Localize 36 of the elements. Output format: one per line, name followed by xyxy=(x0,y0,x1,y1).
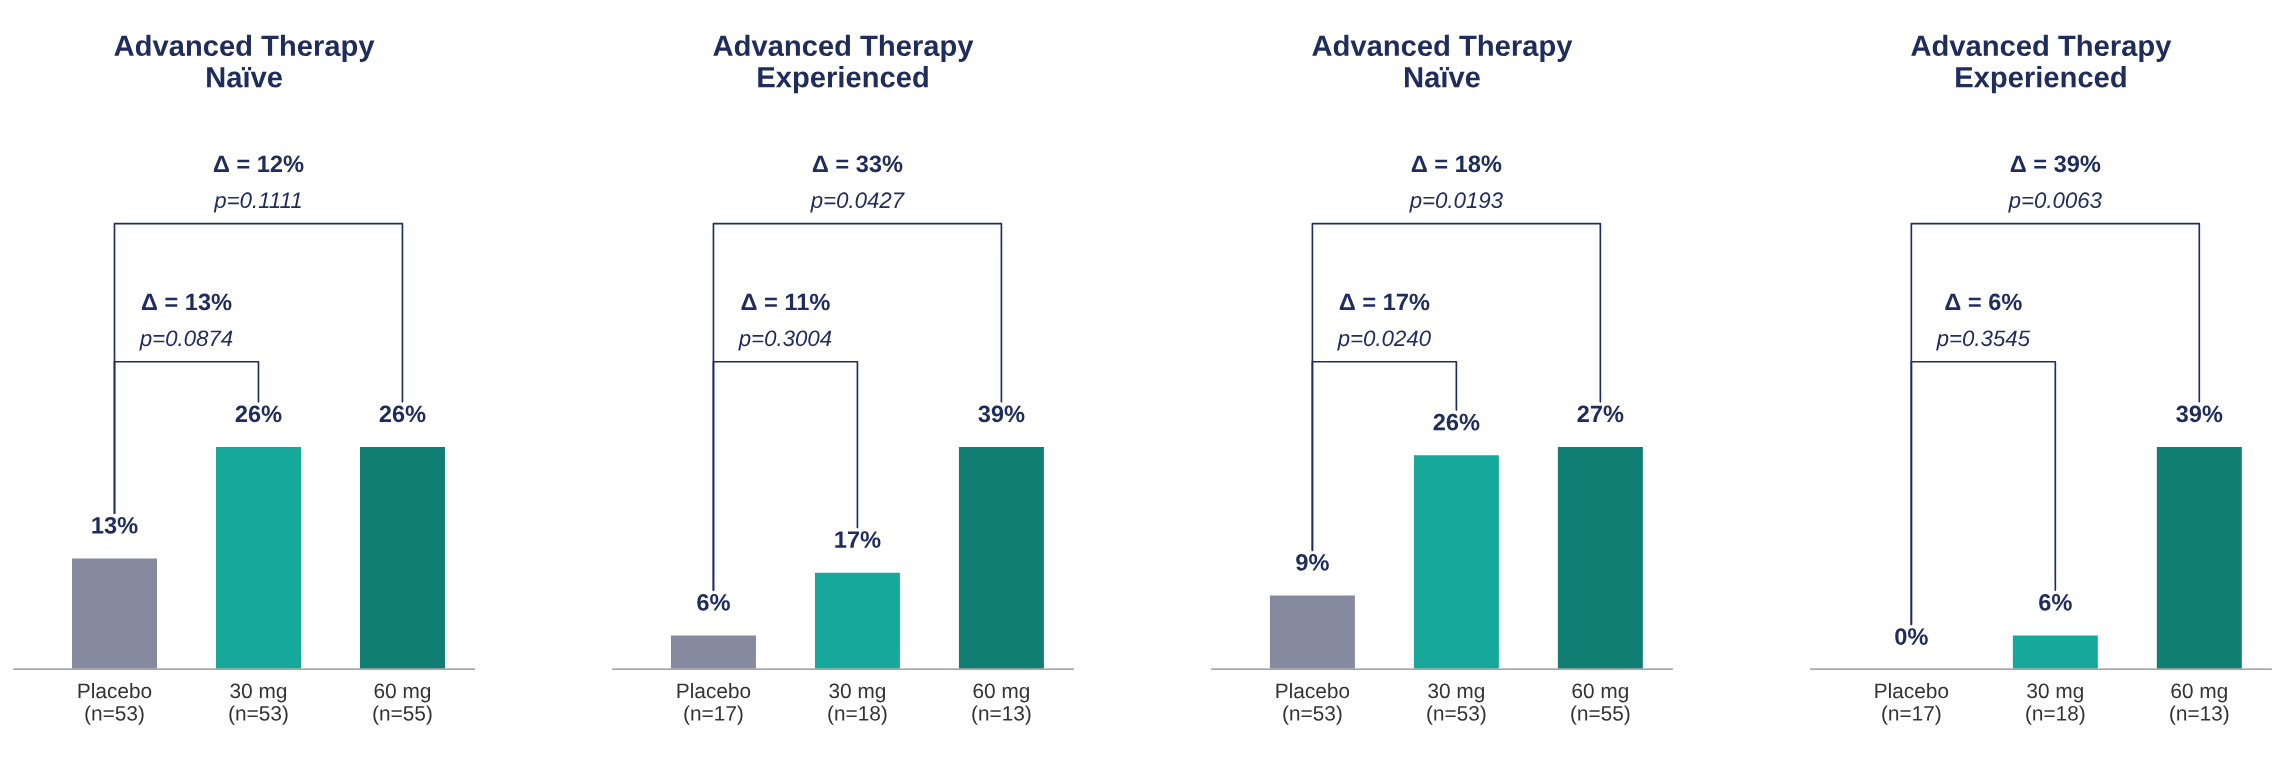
data-label: 13% xyxy=(92,516,138,534)
data-label: 9% xyxy=(1296,554,1329,571)
x-tick-label: 60 mg (n=13) xyxy=(972,683,1031,725)
chart-title: Advanced Therapy Experienced xyxy=(1911,34,2172,94)
data-label: 27% xyxy=(1577,405,1624,423)
data-label: 39% xyxy=(2176,405,2223,423)
data-label: 17% xyxy=(835,531,881,548)
x-tick-label: 60 mg (n=13) xyxy=(2170,683,2229,725)
data-label: 26% xyxy=(1433,413,1480,431)
x-tick-label: Placebo (n=17) xyxy=(677,682,751,725)
x-tick-label: 30 mg (n=18) xyxy=(828,683,887,725)
chart-title: Advanced Therapy Experienced xyxy=(713,34,974,94)
text: Δ = 6% p=0.3545 xyxy=(1936,293,2031,351)
x-tick-label: 60 mg (n=55) xyxy=(1571,683,1630,725)
data-label: 6% xyxy=(697,593,730,611)
text: Δ = 13% p=0.0874 xyxy=(139,293,233,351)
text: Δ = 11% p=0.3004 xyxy=(738,293,832,351)
text: Δ = 33% p=0.0427 xyxy=(810,155,905,213)
data-label: 26% xyxy=(379,405,426,423)
text: Δ = 18% p=0.0193 xyxy=(1409,155,1503,213)
text: Δ = 17% p=0.0240 xyxy=(1337,293,1431,351)
data-label: 6% xyxy=(2039,593,2072,611)
chart-title: Advanced Therapy Naïve xyxy=(1312,34,1573,88)
x-tick-label: 60 mg (n=55) xyxy=(373,683,432,725)
x-tick-label: Placebo (n=53) xyxy=(1276,682,1350,725)
data-label: 26% xyxy=(235,405,282,423)
chart-title: Advanced Therapy Naïve xyxy=(114,34,375,88)
text: Δ = 39% p=0.0063 xyxy=(2008,155,2102,213)
x-tick-label: Placebo (n=17) xyxy=(1875,682,1949,725)
text: Δ = 12% p=0.1111 xyxy=(213,155,304,213)
x-tick-label: 30 mg (n=18) xyxy=(2026,683,2085,725)
x-tick-label: 30 mg (n=53) xyxy=(1427,683,1486,725)
data-label: 39% xyxy=(978,405,1025,423)
x-tick-label: 30 mg (n=53) xyxy=(229,683,288,725)
data-label: 0% xyxy=(1895,628,1928,645)
x-tick-label: Placebo (n=53) xyxy=(78,682,152,725)
